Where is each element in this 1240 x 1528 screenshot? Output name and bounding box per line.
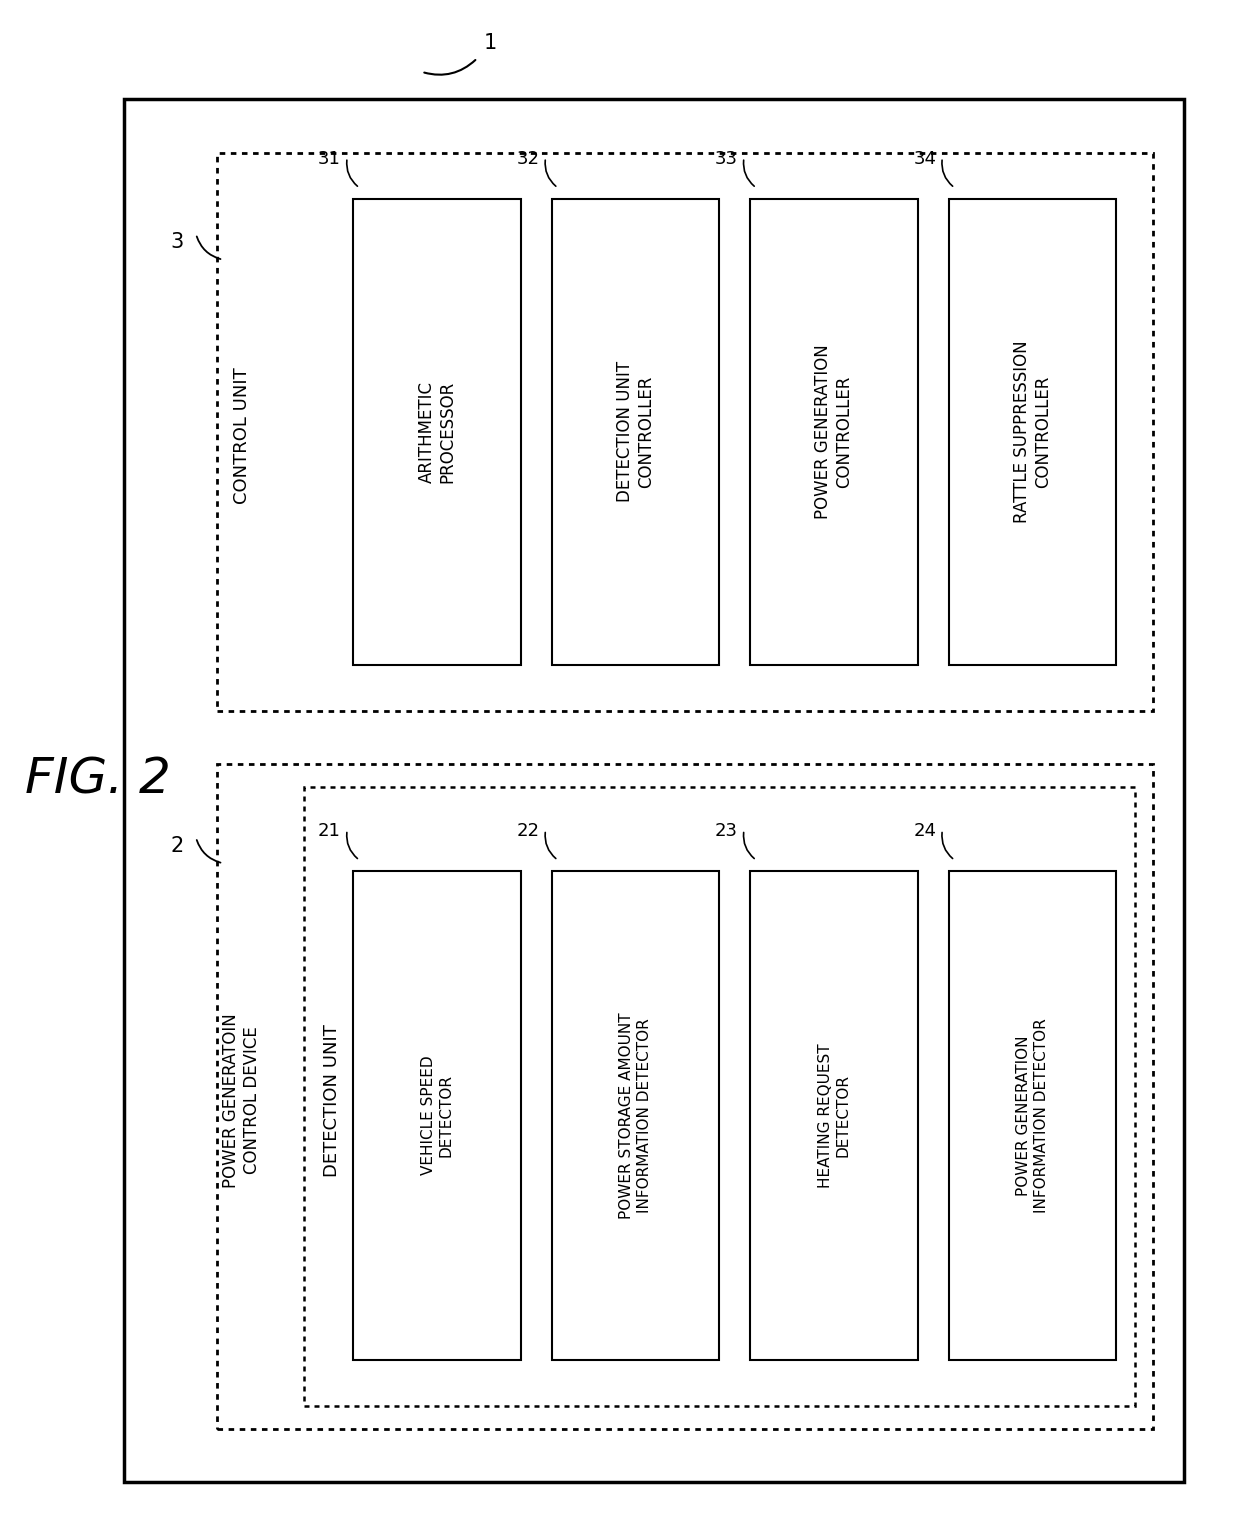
Bar	[353, 199, 521, 665]
Text: DETECTION UNIT
CONTROLLER: DETECTION UNIT CONTROLLER	[616, 361, 655, 503]
Text: 1: 1	[484, 34, 497, 53]
Bar	[750, 871, 918, 1360]
Text: HEATING REQUEST
DETECTOR: HEATING REQUEST DETECTOR	[817, 1044, 851, 1187]
Text: 2: 2	[170, 836, 184, 856]
Text: CONTROL UNIT: CONTROL UNIT	[233, 367, 250, 504]
Bar	[217, 764, 1153, 1429]
Text: 33: 33	[714, 150, 738, 168]
Text: RATTLE SUPPRESSION
CONTROLLER: RATTLE SUPPRESSION CONTROLLER	[1013, 341, 1052, 523]
Bar	[304, 787, 1135, 1406]
Text: ARITHMETIC
PROCESSOR: ARITHMETIC PROCESSOR	[418, 380, 456, 483]
Bar	[750, 199, 918, 665]
Text: 24: 24	[913, 822, 936, 840]
Text: 22: 22	[516, 822, 539, 840]
Text: 3: 3	[170, 232, 184, 252]
Bar	[124, 99, 1184, 1482]
Text: 32: 32	[516, 150, 539, 168]
Text: POWER GENERATION
INFORMATION DETECTOR: POWER GENERATION INFORMATION DETECTOR	[1016, 1018, 1049, 1213]
Bar	[217, 153, 1153, 711]
Text: VEHICLE SPEED
DETECTOR: VEHICLE SPEED DETECTOR	[420, 1056, 454, 1175]
Text: FIG. 2: FIG. 2	[25, 755, 171, 804]
Text: DETECTION UNIT: DETECTION UNIT	[324, 1024, 341, 1177]
Bar	[552, 199, 719, 665]
Text: 23: 23	[714, 822, 738, 840]
Text: POWER GENERATION
CONTROLLER: POWER GENERATION CONTROLLER	[815, 344, 853, 520]
Bar	[353, 871, 521, 1360]
Text: POWER STORAGE AMOUNT
INFORMATION DETECTOR: POWER STORAGE AMOUNT INFORMATION DETECTO…	[619, 1012, 652, 1219]
Text: 21: 21	[319, 822, 341, 840]
Bar	[552, 871, 719, 1360]
Bar	[949, 871, 1116, 1360]
Text: 31: 31	[319, 150, 341, 168]
Text: 34: 34	[913, 150, 936, 168]
Bar	[949, 199, 1116, 665]
Text: POWER GENERATOIN
CONTROL DEVICE: POWER GENERATOIN CONTROL DEVICE	[222, 1013, 262, 1187]
